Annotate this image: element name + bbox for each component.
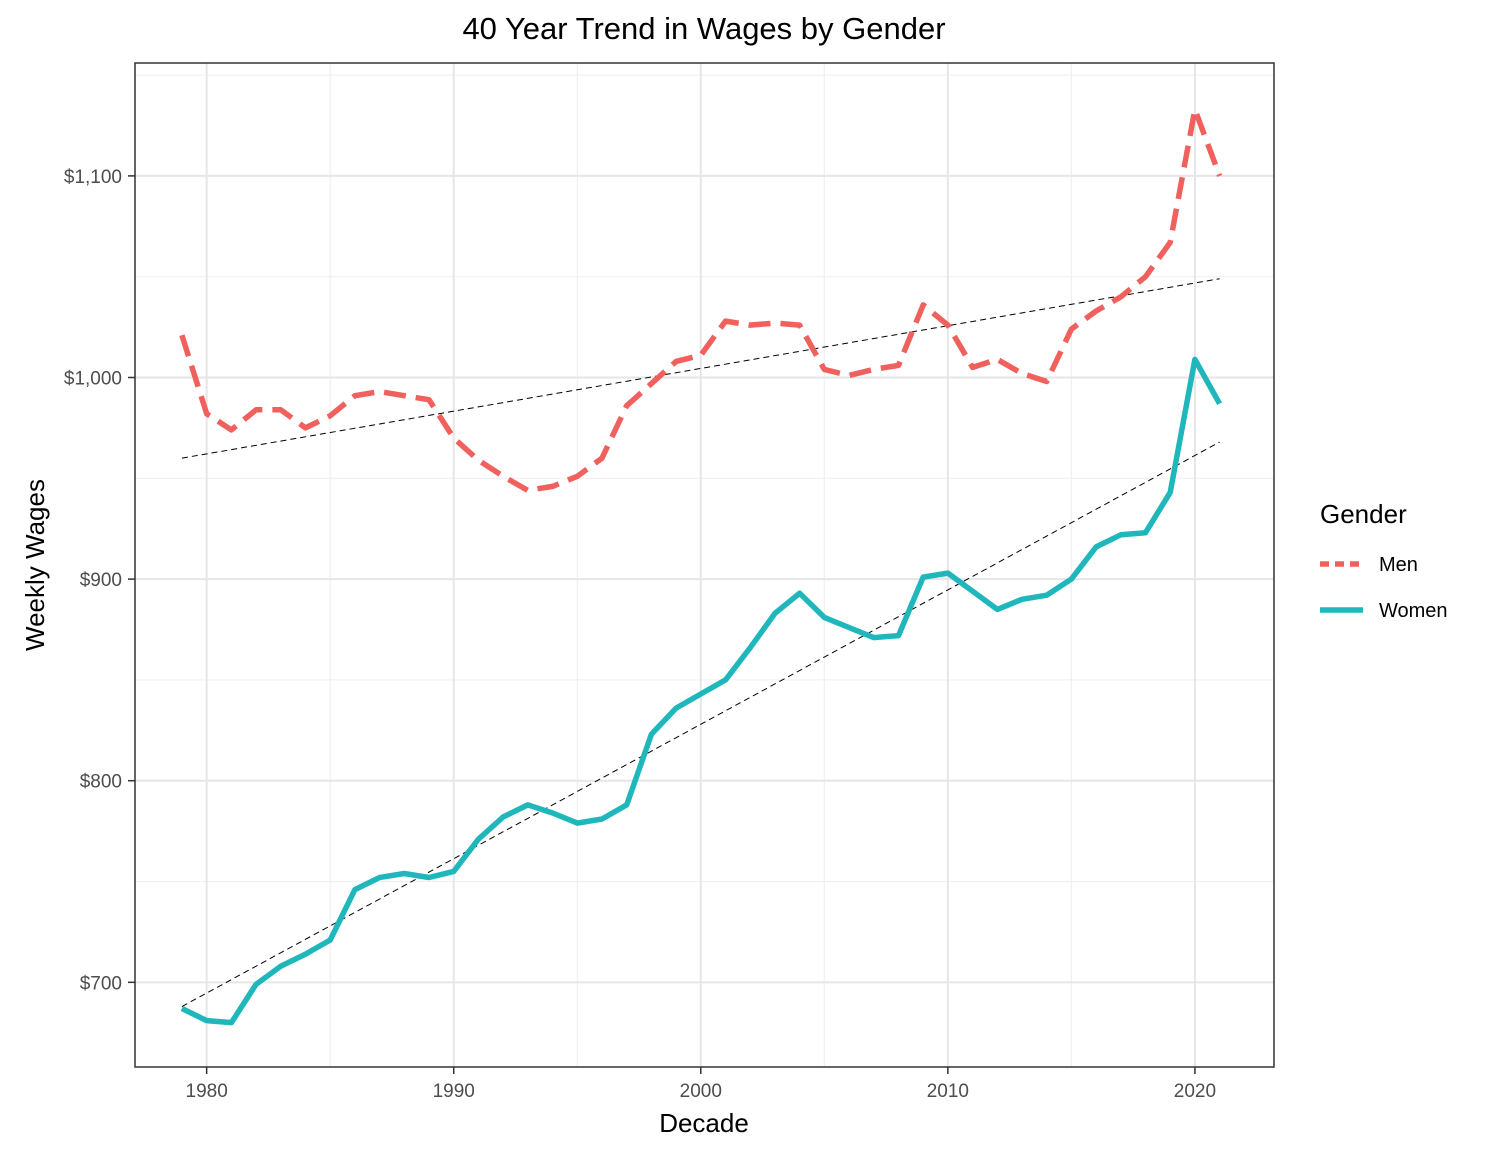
x-axis: 1980 1990 2000 2010 2020 xyxy=(186,1067,1216,1102)
x-tick-label: 1980 xyxy=(186,1081,228,1102)
y-tick-label: $1,000 xyxy=(64,369,122,390)
chart-title: 40 Year Trend in Wages by Gender xyxy=(462,11,945,46)
minor-gridlines xyxy=(135,63,1274,1067)
series-line-men xyxy=(179,106,1223,494)
y-axis-title: Weekly Wages xyxy=(20,479,50,651)
legend-label-men: Men xyxy=(1379,554,1418,576)
legend-label-women: Women xyxy=(1379,600,1448,622)
x-axis-title: Decade xyxy=(659,1108,749,1138)
plot-panel-border xyxy=(134,62,1275,1068)
y-tick-label: $700 xyxy=(80,973,122,994)
y-tick-label: $1,100 xyxy=(64,167,122,188)
trend-line-women xyxy=(181,441,1220,1007)
legend: Gender Men Women xyxy=(1320,499,1448,622)
trend-line-men xyxy=(181,278,1220,459)
major-gridlines xyxy=(135,63,1274,1067)
x-tick-label: 2000 xyxy=(680,1081,722,1102)
series-lines xyxy=(179,106,1223,1026)
x-tick-label: 2010 xyxy=(927,1081,969,1102)
y-tick-label: $800 xyxy=(80,772,122,793)
legend-title: Gender xyxy=(1320,499,1407,529)
x-tick-label: 2020 xyxy=(1174,1081,1216,1102)
trend-lines xyxy=(181,278,1220,1007)
y-axis: $700 $800 $900 $1,000 $1,100 xyxy=(64,167,135,994)
y-tick-label: $900 xyxy=(80,570,122,591)
x-tick-label: 1990 xyxy=(433,1081,475,1102)
series-line-women xyxy=(180,356,1223,1026)
